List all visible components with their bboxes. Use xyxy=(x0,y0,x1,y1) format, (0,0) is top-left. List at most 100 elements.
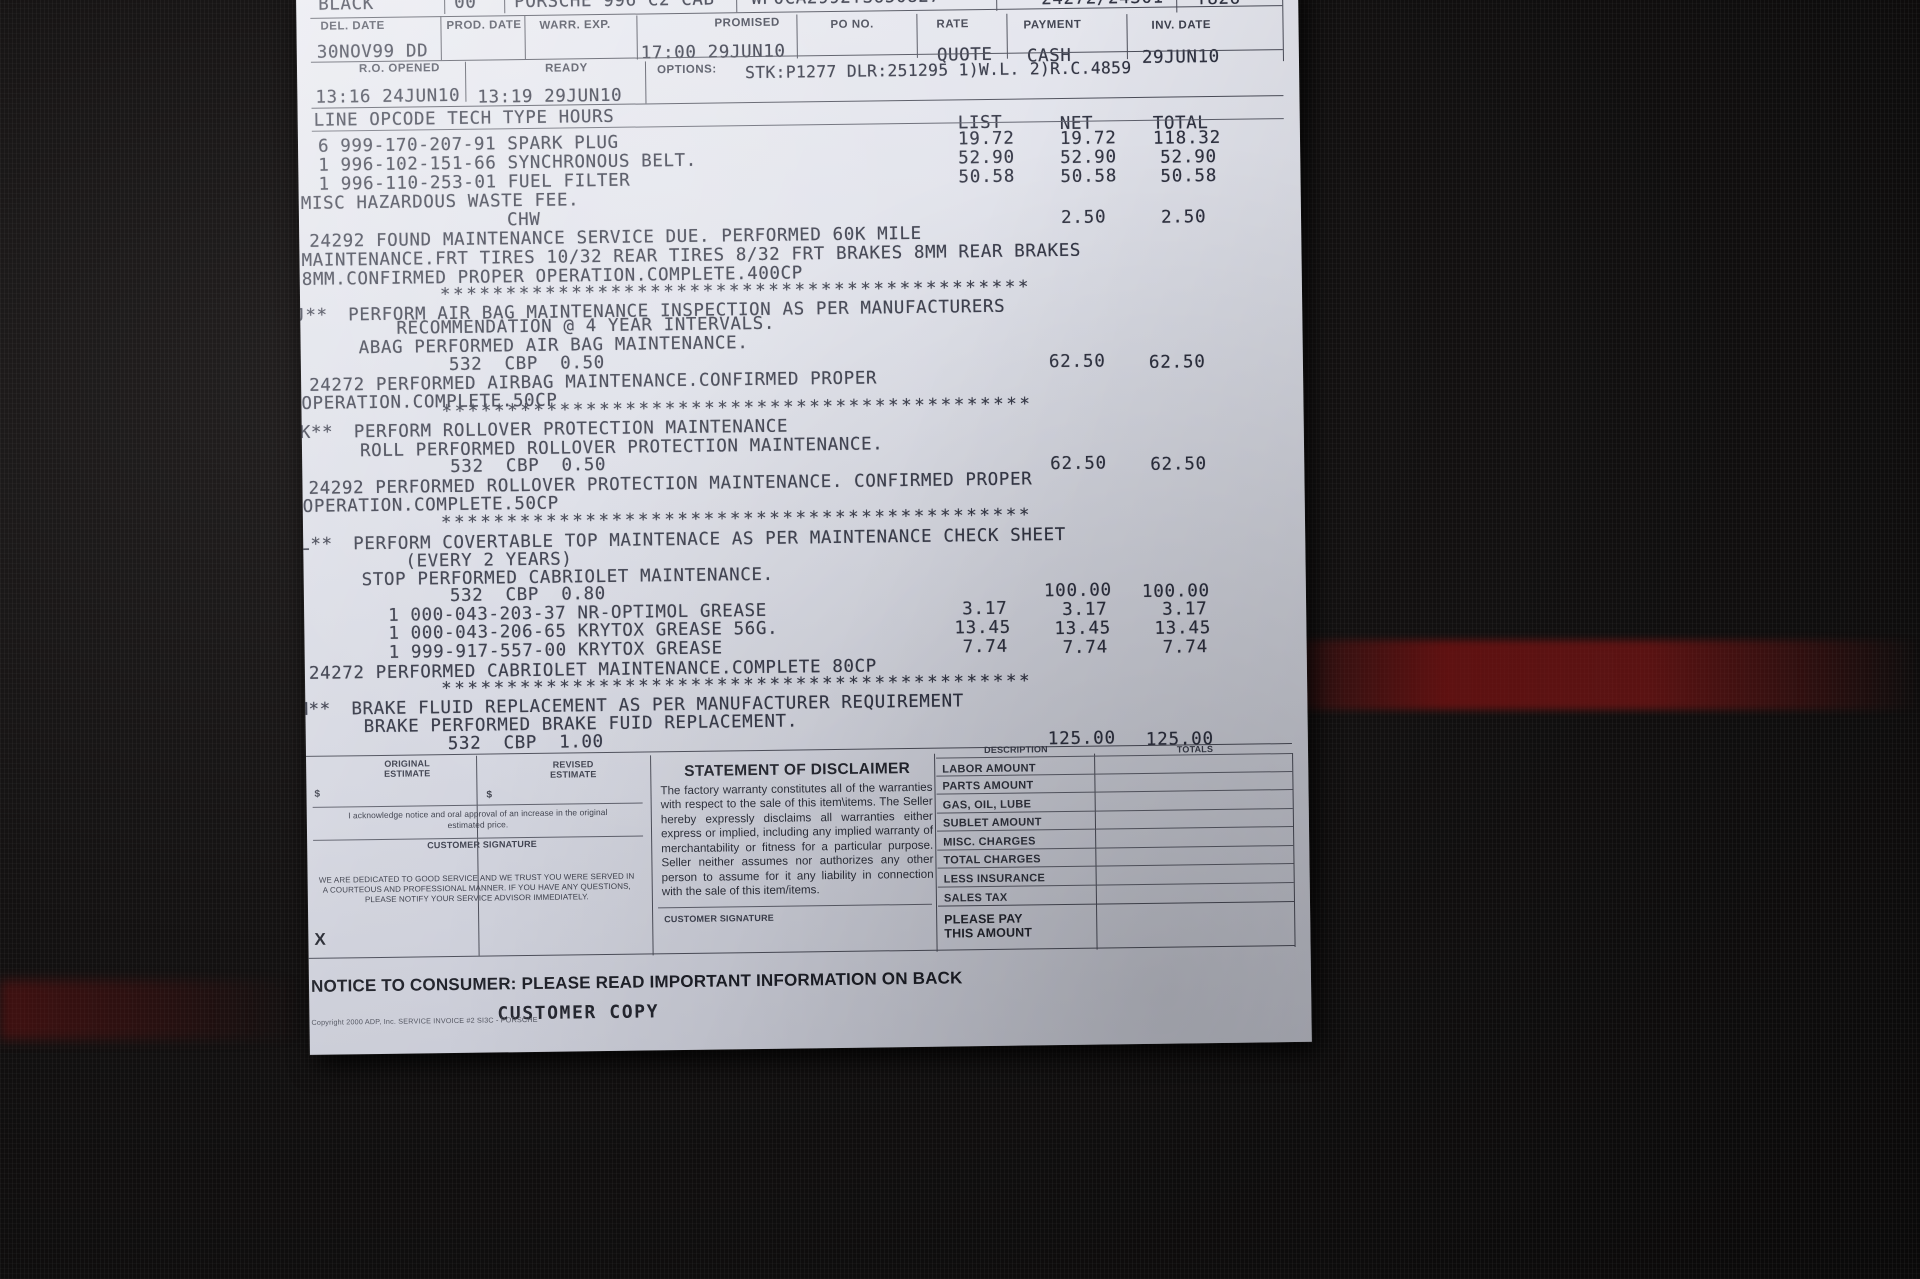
totals-row-label-5: TOTAL CHARGES xyxy=(943,853,1041,867)
value-del-date: 30NOV99 DD xyxy=(316,41,429,63)
job-2-part-2-net: 7.74 xyxy=(1062,637,1109,659)
job-0-labor-net: 62.50 xyxy=(1048,351,1106,373)
rule-v-bottom-5 xyxy=(1292,753,1296,948)
label-ready: READY xyxy=(544,62,588,75)
part-1-total: 52.90 xyxy=(1160,146,1218,168)
rule-v-header2-1 xyxy=(464,61,467,102)
rule-v-bottom-2 xyxy=(650,755,654,956)
job-0-labor-total: 62.50 xyxy=(1148,352,1206,373)
vehicle-model: PORSCHE 996 C2 CAB xyxy=(514,0,715,13)
value-promised: 17:00 29JUN10 xyxy=(640,41,786,64)
rule-v-header-8 xyxy=(1282,0,1284,62)
label-payment: PAYMENT xyxy=(1023,18,1082,32)
part-qty: 1 xyxy=(318,174,330,195)
rule-v-header-2 xyxy=(524,16,526,61)
part-2-net: 50.58 xyxy=(1060,166,1118,188)
job-1-labor-net: 62.50 xyxy=(1050,453,1108,475)
disclaimer-title: STATEMENT OF DISCLAIMER xyxy=(684,760,911,780)
dedication-text: WE ARE DEDICATED TO GOOD SERVICE AND WE … xyxy=(318,871,635,905)
rule-v-bottom-4 xyxy=(1094,753,1098,950)
service-invoice-paper: BLACK 00 PORSCHE 996 C2 CAB WP0CA2992YS6… xyxy=(296,0,1312,1055)
job-0-story-0: 24272 PERFORMED AIRBAG MAINTENANCE.CONFI… xyxy=(309,368,878,396)
job-2-part-0-total: 3.17 xyxy=(1162,599,1208,620)
job-1-labor-total: 62.50 xyxy=(1150,454,1208,475)
totals-row-label-7: SALES TAX xyxy=(943,891,1008,905)
job-2-code: L** xyxy=(299,534,333,556)
job-1-story-0: 24292 PERFORMED ROLLOVER PROTECTION MAIN… xyxy=(308,469,1033,499)
job-0-code: J** xyxy=(296,305,328,327)
tag-number: T826 xyxy=(1196,0,1241,9)
rule-v-vehicle-1 xyxy=(443,0,446,15)
rule-v-bottom-3 xyxy=(934,753,938,952)
misc-fee-total: 2.50 xyxy=(1160,207,1207,228)
part-0-total: 118.32 xyxy=(1152,127,1222,149)
label-options: OPTIONS: xyxy=(656,63,717,77)
label-revised-estimate: REVISED ESTIMATE xyxy=(549,759,597,780)
misc-fee-code: CHW xyxy=(506,209,541,231)
part-desc: FUEL FILTER xyxy=(507,170,631,193)
backdrop-red-stripe xyxy=(1240,640,1920,710)
job-2-part-1-total: 13.45 xyxy=(1154,618,1212,639)
part-number: 999-917-557-00 xyxy=(410,640,567,663)
part-desc: KRYTOX GREASE xyxy=(577,638,723,661)
job-2-part-1-list: 13.45 xyxy=(954,617,1012,639)
rule-v-vehicle-2 xyxy=(503,0,506,14)
part-1-net: 52.90 xyxy=(1060,147,1118,169)
job-2-part-2-list: 7.74 xyxy=(962,636,1009,658)
label-ro-opened: R.O. OPENED xyxy=(358,62,440,76)
please-pay-label: PLEASE PAY THIS AMOUNT xyxy=(944,911,1033,941)
rule-v-header-5 xyxy=(916,13,918,58)
rule-v-vehicle-3 xyxy=(735,0,738,13)
vehicle-year: 00 xyxy=(454,0,477,13)
rule-h-disclaimer-signature xyxy=(658,903,933,909)
revised-estimate-currency[interactable]: $ xyxy=(486,789,493,801)
job-2-part-0-net: 3.17 xyxy=(1062,599,1108,621)
part-desc: KRYTOX GREASE 56G. xyxy=(577,618,779,642)
part-1-list: 52.90 xyxy=(958,147,1016,169)
part-0-list: 19.72 xyxy=(957,128,1015,150)
value-ro-opened: 13:16 24JUN10 xyxy=(315,85,461,108)
label-estimate-customer-signature: CUSTOMER SIGNATURE xyxy=(427,838,538,851)
totals-row-label-2: GAS, OIL, LUBE xyxy=(942,798,1032,812)
rule-h-bottom-bottom xyxy=(308,945,1295,959)
consumer-notice: NOTICE TO CONSUMER: PLEASE READ IMPORTAN… xyxy=(310,968,963,996)
rule-v-header2-2 xyxy=(644,61,647,104)
invoice-sheet: BLACK 00 PORSCHE 996 C2 CAB WP0CA2992YS6… xyxy=(296,0,1312,1055)
part-qty: 1 xyxy=(388,642,400,663)
label-po-no: PO NO. xyxy=(830,18,874,32)
job-3-labor-line: 532 CBP 1.00 xyxy=(447,732,604,755)
rule-v-header-7 xyxy=(1126,14,1128,60)
totals-row-label-1: PARTS AMOUNT xyxy=(942,779,1034,793)
copyright-line: Copyright 2000 ADP, Inc. SERVICE INVOICE… xyxy=(311,1014,538,1027)
vehicle-vin: WP0CA2992YS650827 xyxy=(751,0,941,9)
part-qty: 6 xyxy=(317,136,330,157)
part-desc: SYNCHRONOUS BELT. xyxy=(507,150,698,174)
label-description-column: DESCRIPTION xyxy=(984,744,1048,756)
label-del-date: DEL. DATE xyxy=(320,19,385,33)
rule-v-header-3 xyxy=(636,15,638,60)
rule-v-header-4 xyxy=(796,14,798,59)
totals-row-label-4: MISC. CHARGES xyxy=(943,835,1036,849)
acknowledge-text: I acknowledge notice and oral approval o… xyxy=(348,806,608,830)
job-1-code: K** xyxy=(299,422,334,443)
label-prod-date: PROD. DATE xyxy=(446,19,522,33)
job-2-part-1-net: 13.45 xyxy=(1054,618,1112,640)
label-disclaimer-customer-signature: CUSTOMER SIGNATURE xyxy=(664,912,775,925)
job-2-part-2-total: 7.74 xyxy=(1162,637,1209,658)
signature-x-mark[interactable]: X xyxy=(314,929,326,949)
job-2-labor-net: 100.00 xyxy=(1043,580,1113,602)
label-warr-exp: WARR. EXP. xyxy=(539,18,611,32)
label-inv-date: INV. DATE xyxy=(1151,19,1212,32)
backdrop-red-stripe-secondary xyxy=(0,980,300,1040)
label-original-estimate: ORIGINAL ESTIMATE xyxy=(383,758,431,779)
part-0-net: 19.72 xyxy=(1059,128,1117,150)
part-qty: 1 xyxy=(388,623,400,644)
disclaimer-body: The factory warranty constitutes all of … xyxy=(660,780,934,899)
job-2-part-0-list: 3.17 xyxy=(962,598,1008,620)
job-1-labor-line: 532 CBP 0.50 xyxy=(450,454,607,478)
rule-v-header-1 xyxy=(440,16,442,61)
totals-row-label-6: LESS INSURANCE xyxy=(943,872,1046,886)
original-estimate-currency[interactable]: $ xyxy=(314,788,321,800)
misc-fee-net: 2.50 xyxy=(1060,207,1107,229)
part-2-list: 50.58 xyxy=(958,166,1016,188)
